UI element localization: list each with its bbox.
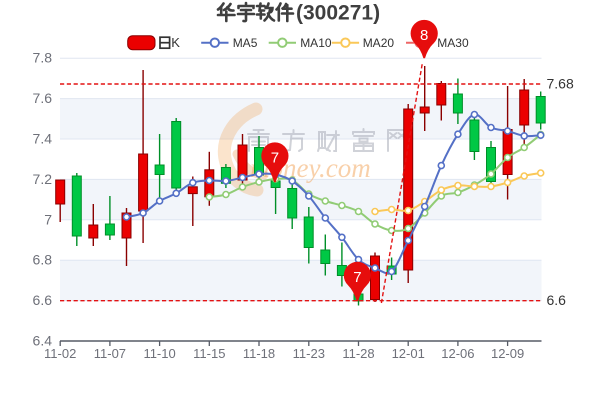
svg-text:12-09: 12-09 — [491, 346, 524, 361]
svg-text:K: K — [171, 35, 180, 50]
svg-text:12-01: 12-01 — [392, 346, 425, 361]
svg-text:MA10: MA10 — [300, 36, 332, 50]
svg-text:7: 7 — [353, 269, 361, 286]
svg-text:MA20: MA20 — [363, 36, 395, 50]
svg-text:11-02: 11-02 — [44, 346, 76, 361]
svg-text:7: 7 — [44, 211, 52, 227]
svg-text:MA5: MA5 — [233, 36, 258, 50]
svg-text:6.4: 6.4 — [33, 333, 53, 349]
svg-text:6.6: 6.6 — [547, 292, 567, 308]
svg-text:12-06: 12-06 — [441, 346, 474, 361]
svg-text:11-07: 11-07 — [94, 346, 126, 361]
svg-text:7.68: 7.68 — [547, 76, 574, 92]
svg-text:7.2: 7.2 — [33, 171, 53, 187]
svg-text:MA30: MA30 — [437, 36, 469, 50]
svg-text:11-15: 11-15 — [193, 346, 225, 361]
svg-text:11-10: 11-10 — [143, 346, 175, 361]
svg-text:(300271): (300271) — [296, 1, 380, 24]
svg-text:7.8: 7.8 — [33, 50, 53, 66]
svg-text:7.6: 7.6 — [33, 90, 53, 106]
svg-text:11-28: 11-28 — [342, 346, 374, 361]
svg-text:11-23: 11-23 — [293, 346, 325, 361]
svg-text:11-18: 11-18 — [243, 346, 275, 361]
svg-text:6.8: 6.8 — [33, 252, 53, 268]
svg-text:7.4: 7.4 — [33, 131, 53, 147]
svg-text:6.6: 6.6 — [33, 292, 53, 308]
svg-text:7: 7 — [271, 150, 279, 167]
svg-text:8: 8 — [420, 27, 428, 44]
